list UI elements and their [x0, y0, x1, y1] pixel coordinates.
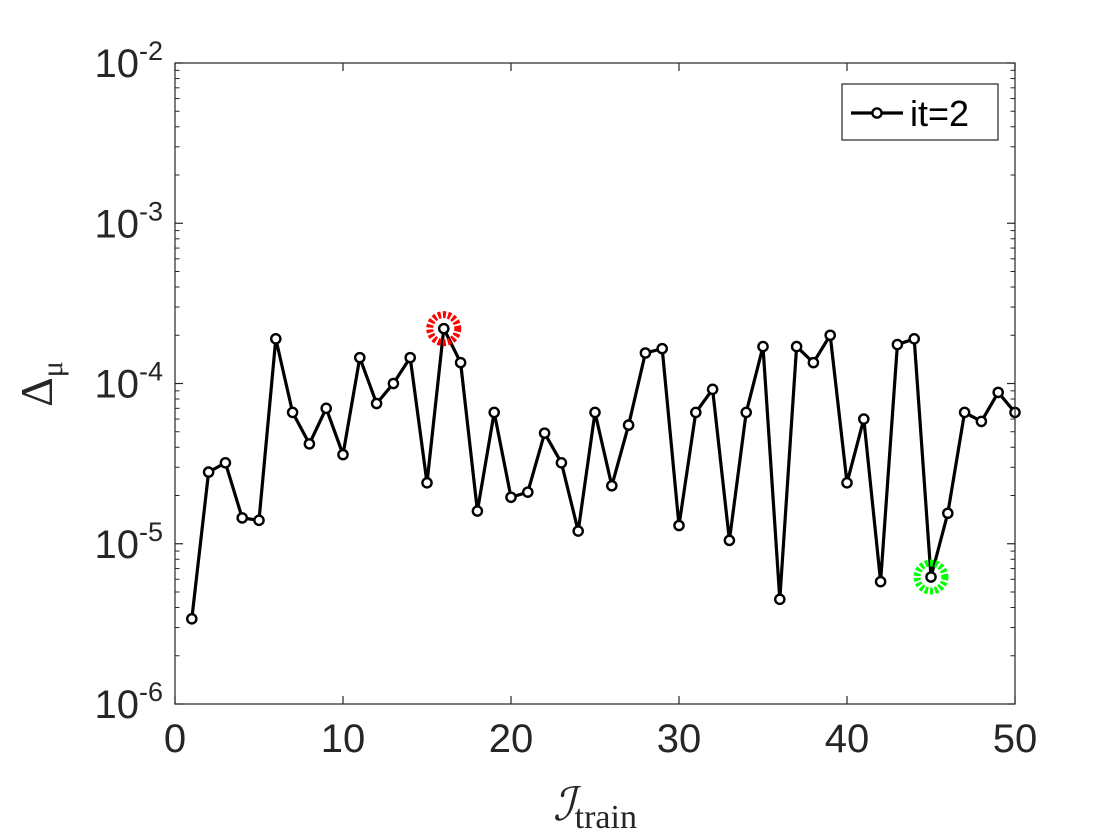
data-point [826, 331, 835, 340]
legend-label: it=2 [910, 93, 969, 134]
data-point [674, 521, 683, 530]
data-point [557, 458, 566, 467]
y-tick-label-base: 10 [94, 523, 139, 567]
y-axis-label-sub: μ [36, 361, 69, 377]
data-point [372, 399, 381, 408]
data-point [322, 404, 331, 413]
legend: it=2 [842, 84, 998, 140]
plot-area [175, 63, 1015, 704]
data-point [775, 595, 784, 604]
data-point [910, 334, 919, 343]
data-point [490, 408, 499, 417]
data-point [355, 353, 364, 362]
x-tick-label: 50 [993, 717, 1038, 761]
data-point [288, 408, 297, 417]
data-point [254, 516, 263, 525]
data-point [540, 429, 549, 438]
data-point [742, 408, 751, 417]
y-tick-label-exponent: -2 [139, 36, 163, 66]
data-point [590, 408, 599, 417]
y-axis-label-main: Δ [11, 377, 62, 407]
y-tick-label-base: 10 [94, 202, 139, 246]
y-tick-label-base: 10 [94, 683, 139, 727]
data-point [641, 348, 650, 357]
x-tick-label: 0 [164, 717, 186, 761]
data-point [238, 513, 247, 522]
data-point [523, 488, 532, 497]
data-point [456, 358, 465, 367]
data-point [574, 526, 583, 535]
data-point [204, 467, 213, 476]
data-point [842, 478, 851, 487]
y-tick-label-base: 10 [94, 42, 139, 86]
data-point [506, 493, 515, 502]
data-point [338, 450, 347, 459]
x-tick-label: 20 [489, 717, 534, 761]
data-point [187, 614, 196, 623]
y-tick-label-base: 10 [94, 363, 139, 407]
legend-marker [872, 108, 881, 117]
data-point [624, 421, 633, 430]
data-point [691, 408, 700, 417]
data-point [439, 324, 448, 333]
data-point [725, 536, 734, 545]
y-tick-label-exponent: -4 [139, 357, 163, 387]
data-point [960, 408, 969, 417]
data-point [876, 577, 885, 586]
data-point [406, 353, 415, 362]
data-point [943, 509, 952, 518]
data-point [994, 388, 1003, 397]
data-point [422, 478, 431, 487]
y-tick-label-exponent: -5 [139, 517, 163, 547]
x-tick-label: 40 [825, 717, 870, 761]
x-tick-label: 30 [657, 717, 702, 761]
data-point [607, 481, 616, 490]
data-point [792, 342, 801, 351]
data-point [893, 340, 902, 349]
data-point [473, 506, 482, 515]
data-point [658, 344, 667, 353]
data-point [305, 439, 314, 448]
data-point [977, 417, 986, 426]
data-point [708, 385, 717, 394]
y-tick-label-exponent: -3 [139, 196, 163, 226]
data-point [271, 334, 280, 343]
data-point [389, 379, 398, 388]
data-point [221, 458, 230, 467]
data-point [758, 342, 767, 351]
x-axis-label-sub: train [575, 799, 637, 836]
data-point [859, 414, 868, 423]
x-tick-label: 10 [321, 717, 366, 761]
data-point [809, 358, 818, 367]
data-point [926, 572, 935, 581]
y-tick-label-exponent: -6 [139, 677, 163, 707]
